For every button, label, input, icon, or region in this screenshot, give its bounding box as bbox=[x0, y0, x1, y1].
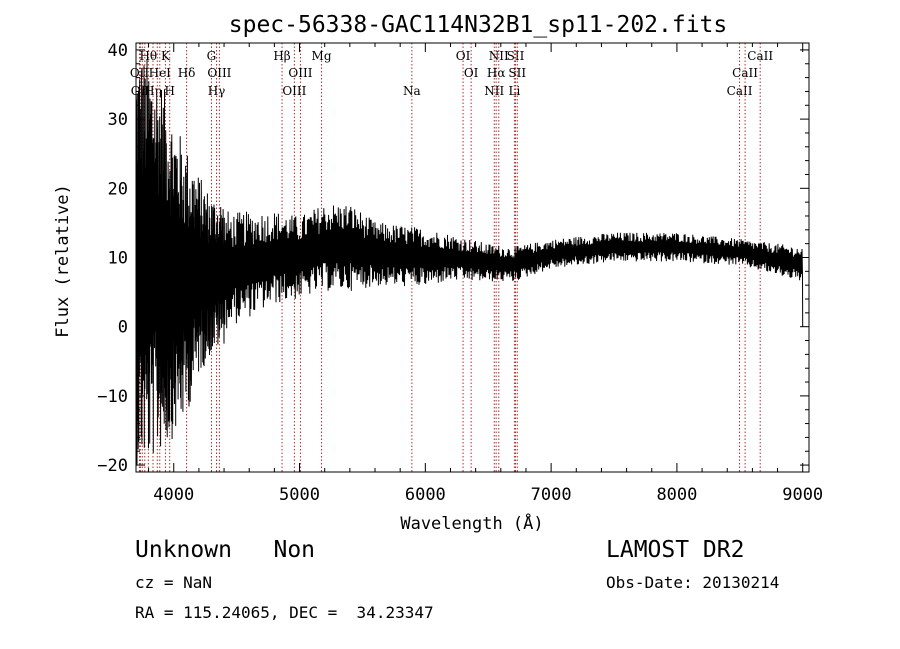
y-tick-label: 0 bbox=[118, 318, 128, 338]
y-tick-label: −20 bbox=[97, 456, 128, 476]
spectral-line-label: CaII bbox=[727, 84, 753, 98]
obs-date-text: Obs-Date: 20130214 bbox=[606, 573, 780, 592]
spectral-line-label: Hδ bbox=[178, 66, 196, 80]
survey-text: LAMOST DR2 bbox=[606, 537, 745, 563]
spectrum-series bbox=[135, 59, 804, 465]
y-tick-label: 40 bbox=[108, 41, 128, 61]
axis-ticks: 4000 5000 6000 7000 8000 9000 −20 −10 0 10 20 30 40 bbox=[97, 41, 823, 505]
x-axis-label: Wavelength (Å) bbox=[400, 512, 543, 534]
spectral-line-label: OIII bbox=[282, 84, 306, 98]
spectral-line-label: OIII bbox=[288, 66, 312, 80]
spectral-line-label: Hγ bbox=[208, 84, 226, 98]
spectral-line-label: Hα bbox=[487, 66, 506, 80]
x-tick-label: 8000 bbox=[656, 485, 697, 505]
y-tick-label: 10 bbox=[108, 249, 128, 269]
spectral-line-label: OI bbox=[456, 49, 471, 63]
spectral-line-label: OIII bbox=[207, 66, 231, 80]
y-tick-label: 20 bbox=[108, 179, 128, 199]
spectral-line-label: NII bbox=[489, 49, 509, 63]
spectral-line-label: Hθ bbox=[139, 49, 157, 63]
spectral-line-label: H bbox=[164, 84, 174, 98]
x-tick-label: 6000 bbox=[405, 485, 446, 505]
y-axis-label: Flux (relative) bbox=[53, 184, 73, 338]
spectral-line-label: Hβ bbox=[273, 49, 290, 63]
spectral-line-label: OII bbox=[130, 66, 150, 80]
spectral-line-label: OI bbox=[464, 66, 479, 80]
spectral-line-label: HeI bbox=[149, 66, 172, 80]
coordinates-text: RA = 115.24065, DEC = 34.23347 bbox=[135, 603, 434, 622]
y-tick-label: −10 bbox=[97, 387, 128, 407]
spectral-line-label: G bbox=[207, 49, 217, 63]
object-class-text: Unknown Non bbox=[135, 537, 316, 563]
spectrum-line bbox=[135, 59, 804, 465]
spectral-line-label: Mg bbox=[312, 49, 332, 63]
spectral-line-label: SII bbox=[507, 49, 525, 63]
spectral-line-label: Li bbox=[508, 84, 520, 98]
x-tick-label: 9000 bbox=[782, 485, 823, 505]
redshift-text: cz = NaN bbox=[135, 573, 213, 592]
spectral-line-label: NII bbox=[484, 84, 504, 98]
spectral-line-label: SII bbox=[508, 66, 526, 80]
x-tick-label: 4000 bbox=[153, 485, 194, 505]
x-tick-label: 5000 bbox=[279, 485, 320, 505]
spectral-line-label: CaII bbox=[747, 49, 773, 63]
chart-title: spec-56338-GAC114N32B1_sp11-202.fits bbox=[229, 12, 728, 38]
y-tick-label: 30 bbox=[108, 110, 128, 130]
spectral-line-label: K bbox=[161, 49, 171, 63]
spectral-line-label: CaII bbox=[732, 66, 758, 80]
spectral-line-label: Na bbox=[403, 84, 421, 98]
x-tick-label: 7000 bbox=[531, 485, 572, 505]
